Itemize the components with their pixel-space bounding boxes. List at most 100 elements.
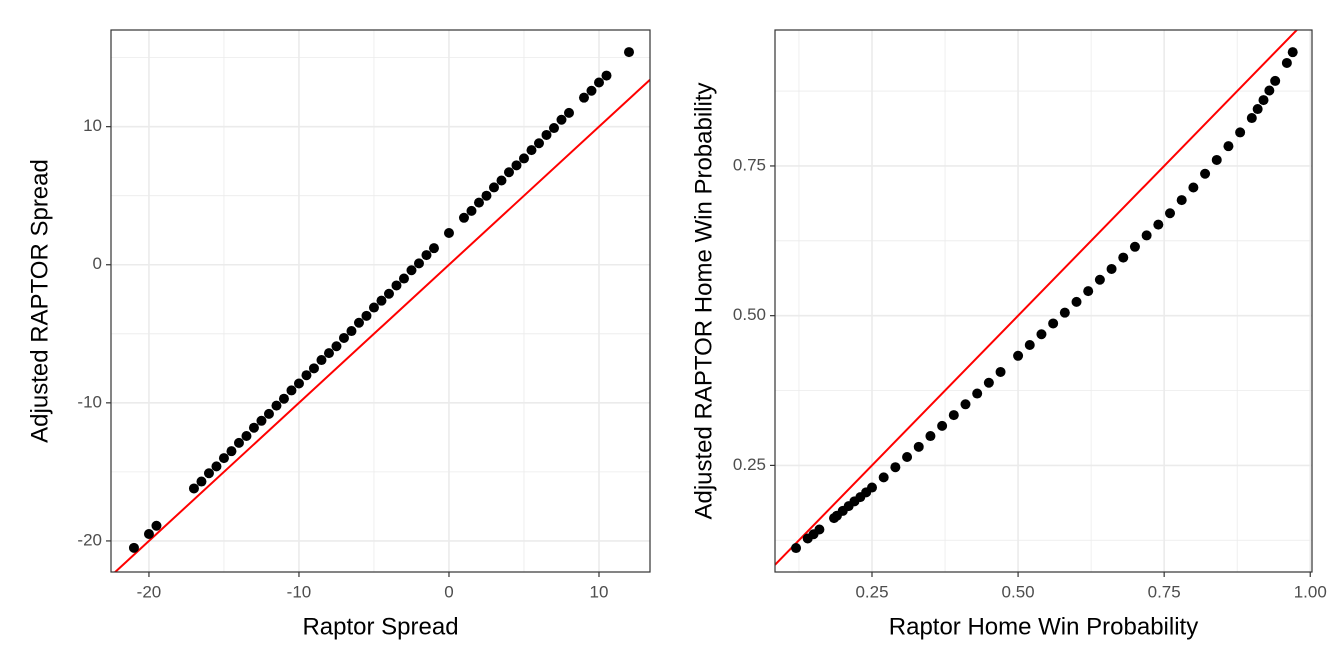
point	[1200, 168, 1211, 179]
point	[368, 302, 379, 313]
point	[481, 190, 492, 201]
point	[413, 258, 424, 269]
point	[398, 273, 409, 284]
panel-border	[110, 29, 651, 573]
point	[421, 250, 432, 261]
point	[188, 483, 199, 494]
point	[1118, 252, 1129, 263]
point	[1048, 318, 1059, 329]
y-tick-label: 0.25	[733, 455, 766, 474]
point	[218, 453, 229, 464]
x-tick-label: -10	[287, 582, 312, 601]
point	[1071, 296, 1082, 307]
point	[196, 476, 207, 487]
x-axis-title: Raptor Spread	[302, 613, 458, 640]
point	[338, 332, 349, 343]
point	[241, 430, 252, 441]
point	[1252, 104, 1263, 115]
panel	[775, 30, 1312, 572]
point	[458, 212, 469, 223]
y-tick-label: 10	[83, 116, 102, 135]
point	[233, 437, 244, 448]
point	[1258, 95, 1269, 106]
point	[376, 295, 387, 306]
point	[143, 529, 154, 540]
point	[1059, 307, 1070, 318]
x-tick-label: 1.00	[1294, 582, 1327, 601]
point	[263, 408, 274, 419]
x-tick-label: 0.75	[1148, 582, 1181, 601]
x-tick-label: 0	[444, 582, 453, 601]
point	[518, 153, 529, 164]
reference-line	[775, 30, 1299, 566]
point	[271, 400, 282, 411]
point	[316, 355, 327, 366]
point	[383, 288, 394, 299]
point	[814, 524, 825, 535]
point	[526, 145, 537, 156]
point	[406, 265, 417, 276]
point	[623, 47, 634, 58]
point	[331, 341, 342, 352]
point	[443, 227, 454, 238]
point	[503, 167, 514, 178]
point	[586, 85, 597, 96]
point	[466, 205, 477, 216]
point	[1281, 57, 1292, 68]
y-axis-title: Adjusted RAPTOR Home Win Probability	[690, 82, 717, 519]
point	[496, 175, 507, 186]
reference-line	[113, 78, 650, 572]
point	[203, 468, 214, 479]
point	[556, 114, 567, 125]
point	[128, 542, 139, 553]
point	[1094, 274, 1105, 285]
y-tick-label: 0.75	[733, 155, 766, 174]
point	[1013, 350, 1024, 361]
point	[1153, 219, 1164, 230]
point	[301, 370, 312, 381]
point	[1036, 329, 1047, 340]
point	[983, 377, 994, 388]
point	[960, 399, 971, 410]
point	[278, 393, 289, 404]
point	[791, 543, 802, 554]
y-axis-title: Adjusted RAPTOR Spread	[26, 159, 53, 443]
point	[533, 138, 544, 149]
point	[488, 182, 499, 193]
point	[890, 462, 901, 473]
point	[308, 363, 319, 374]
point	[353, 317, 364, 328]
point	[1141, 230, 1152, 241]
point	[151, 520, 162, 531]
point	[601, 70, 612, 81]
point	[346, 326, 357, 337]
point	[1235, 127, 1246, 138]
point	[563, 107, 574, 118]
point	[248, 422, 259, 433]
point	[972, 388, 983, 399]
point	[1211, 154, 1222, 165]
y-tick-label: 0.50	[733, 305, 766, 324]
point	[1165, 208, 1176, 219]
point	[1024, 340, 1035, 351]
point	[293, 378, 304, 389]
x-tick-label: 0.25	[855, 582, 888, 601]
point	[925, 431, 936, 442]
point	[1083, 286, 1094, 297]
panel-border	[774, 29, 1313, 573]
point	[211, 461, 222, 472]
panel-background	[775, 30, 1312, 572]
point	[1106, 263, 1117, 274]
y-tick-label: 0	[93, 254, 102, 273]
panel	[111, 30, 650, 572]
point	[593, 77, 604, 88]
point	[226, 446, 237, 457]
point	[428, 243, 439, 254]
point	[1246, 113, 1257, 124]
point	[1129, 241, 1140, 252]
point	[511, 160, 522, 171]
point	[937, 420, 948, 431]
x-tick-label: 0.50	[1002, 582, 1035, 601]
point	[1264, 85, 1275, 96]
